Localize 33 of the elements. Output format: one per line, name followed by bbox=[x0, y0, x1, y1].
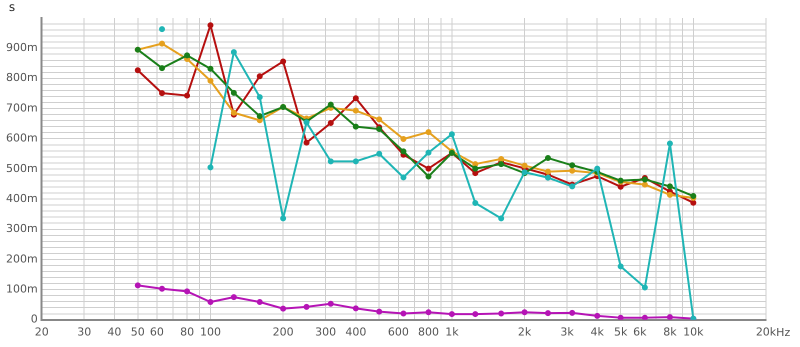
x-tick-label: 200 bbox=[272, 325, 294, 338]
x-tick-label: 600 bbox=[388, 325, 409, 338]
x-tick-label: 20 bbox=[34, 325, 49, 338]
x-tick-label: 2k bbox=[518, 325, 532, 338]
x-tick-label: 100 bbox=[200, 325, 221, 338]
y-tick-label: 200m bbox=[6, 252, 38, 266]
x-tick-label: 800 bbox=[418, 325, 439, 338]
x-tick-label: 3k bbox=[560, 325, 574, 338]
y-tick-label: 900m bbox=[6, 41, 38, 54]
x-tick-label: 1k bbox=[445, 325, 460, 338]
x-tick-label: 5k bbox=[614, 325, 628, 338]
x-tick-label: 8k bbox=[663, 325, 678, 338]
x-tick-label: 300 bbox=[315, 325, 336, 338]
x-tick-label: 80 bbox=[180, 325, 194, 338]
y-tick-label: 600m bbox=[6, 132, 38, 145]
y-tick-label: 700m bbox=[6, 101, 38, 114]
x-tick-label: 4k bbox=[590, 325, 605, 338]
y-tick-label: 800m bbox=[6, 71, 38, 84]
y-tick-label: 500m bbox=[6, 162, 38, 175]
x-axis-title: Hz bbox=[776, 326, 790, 340]
y-axis-title: s bbox=[8, 0, 16, 14]
x-tick-label: 20k bbox=[756, 325, 777, 338]
y-tick-label: 100m bbox=[6, 282, 38, 296]
x-tick-label: 400 bbox=[345, 325, 366, 338]
x-tick-label: 30 bbox=[77, 325, 92, 338]
x-tick-label: 10k bbox=[683, 325, 704, 338]
x-tick-label: 40 bbox=[107, 325, 122, 338]
y-tick-label: 300m bbox=[6, 222, 38, 236]
y-tick-label: 0 bbox=[30, 312, 38, 326]
x-tick-label: 60 bbox=[150, 325, 164, 338]
y-tick-label: 400m bbox=[6, 192, 38, 205]
x-tick-label: 50 bbox=[130, 325, 145, 338]
x-tick-label: 6k bbox=[633, 325, 648, 338]
